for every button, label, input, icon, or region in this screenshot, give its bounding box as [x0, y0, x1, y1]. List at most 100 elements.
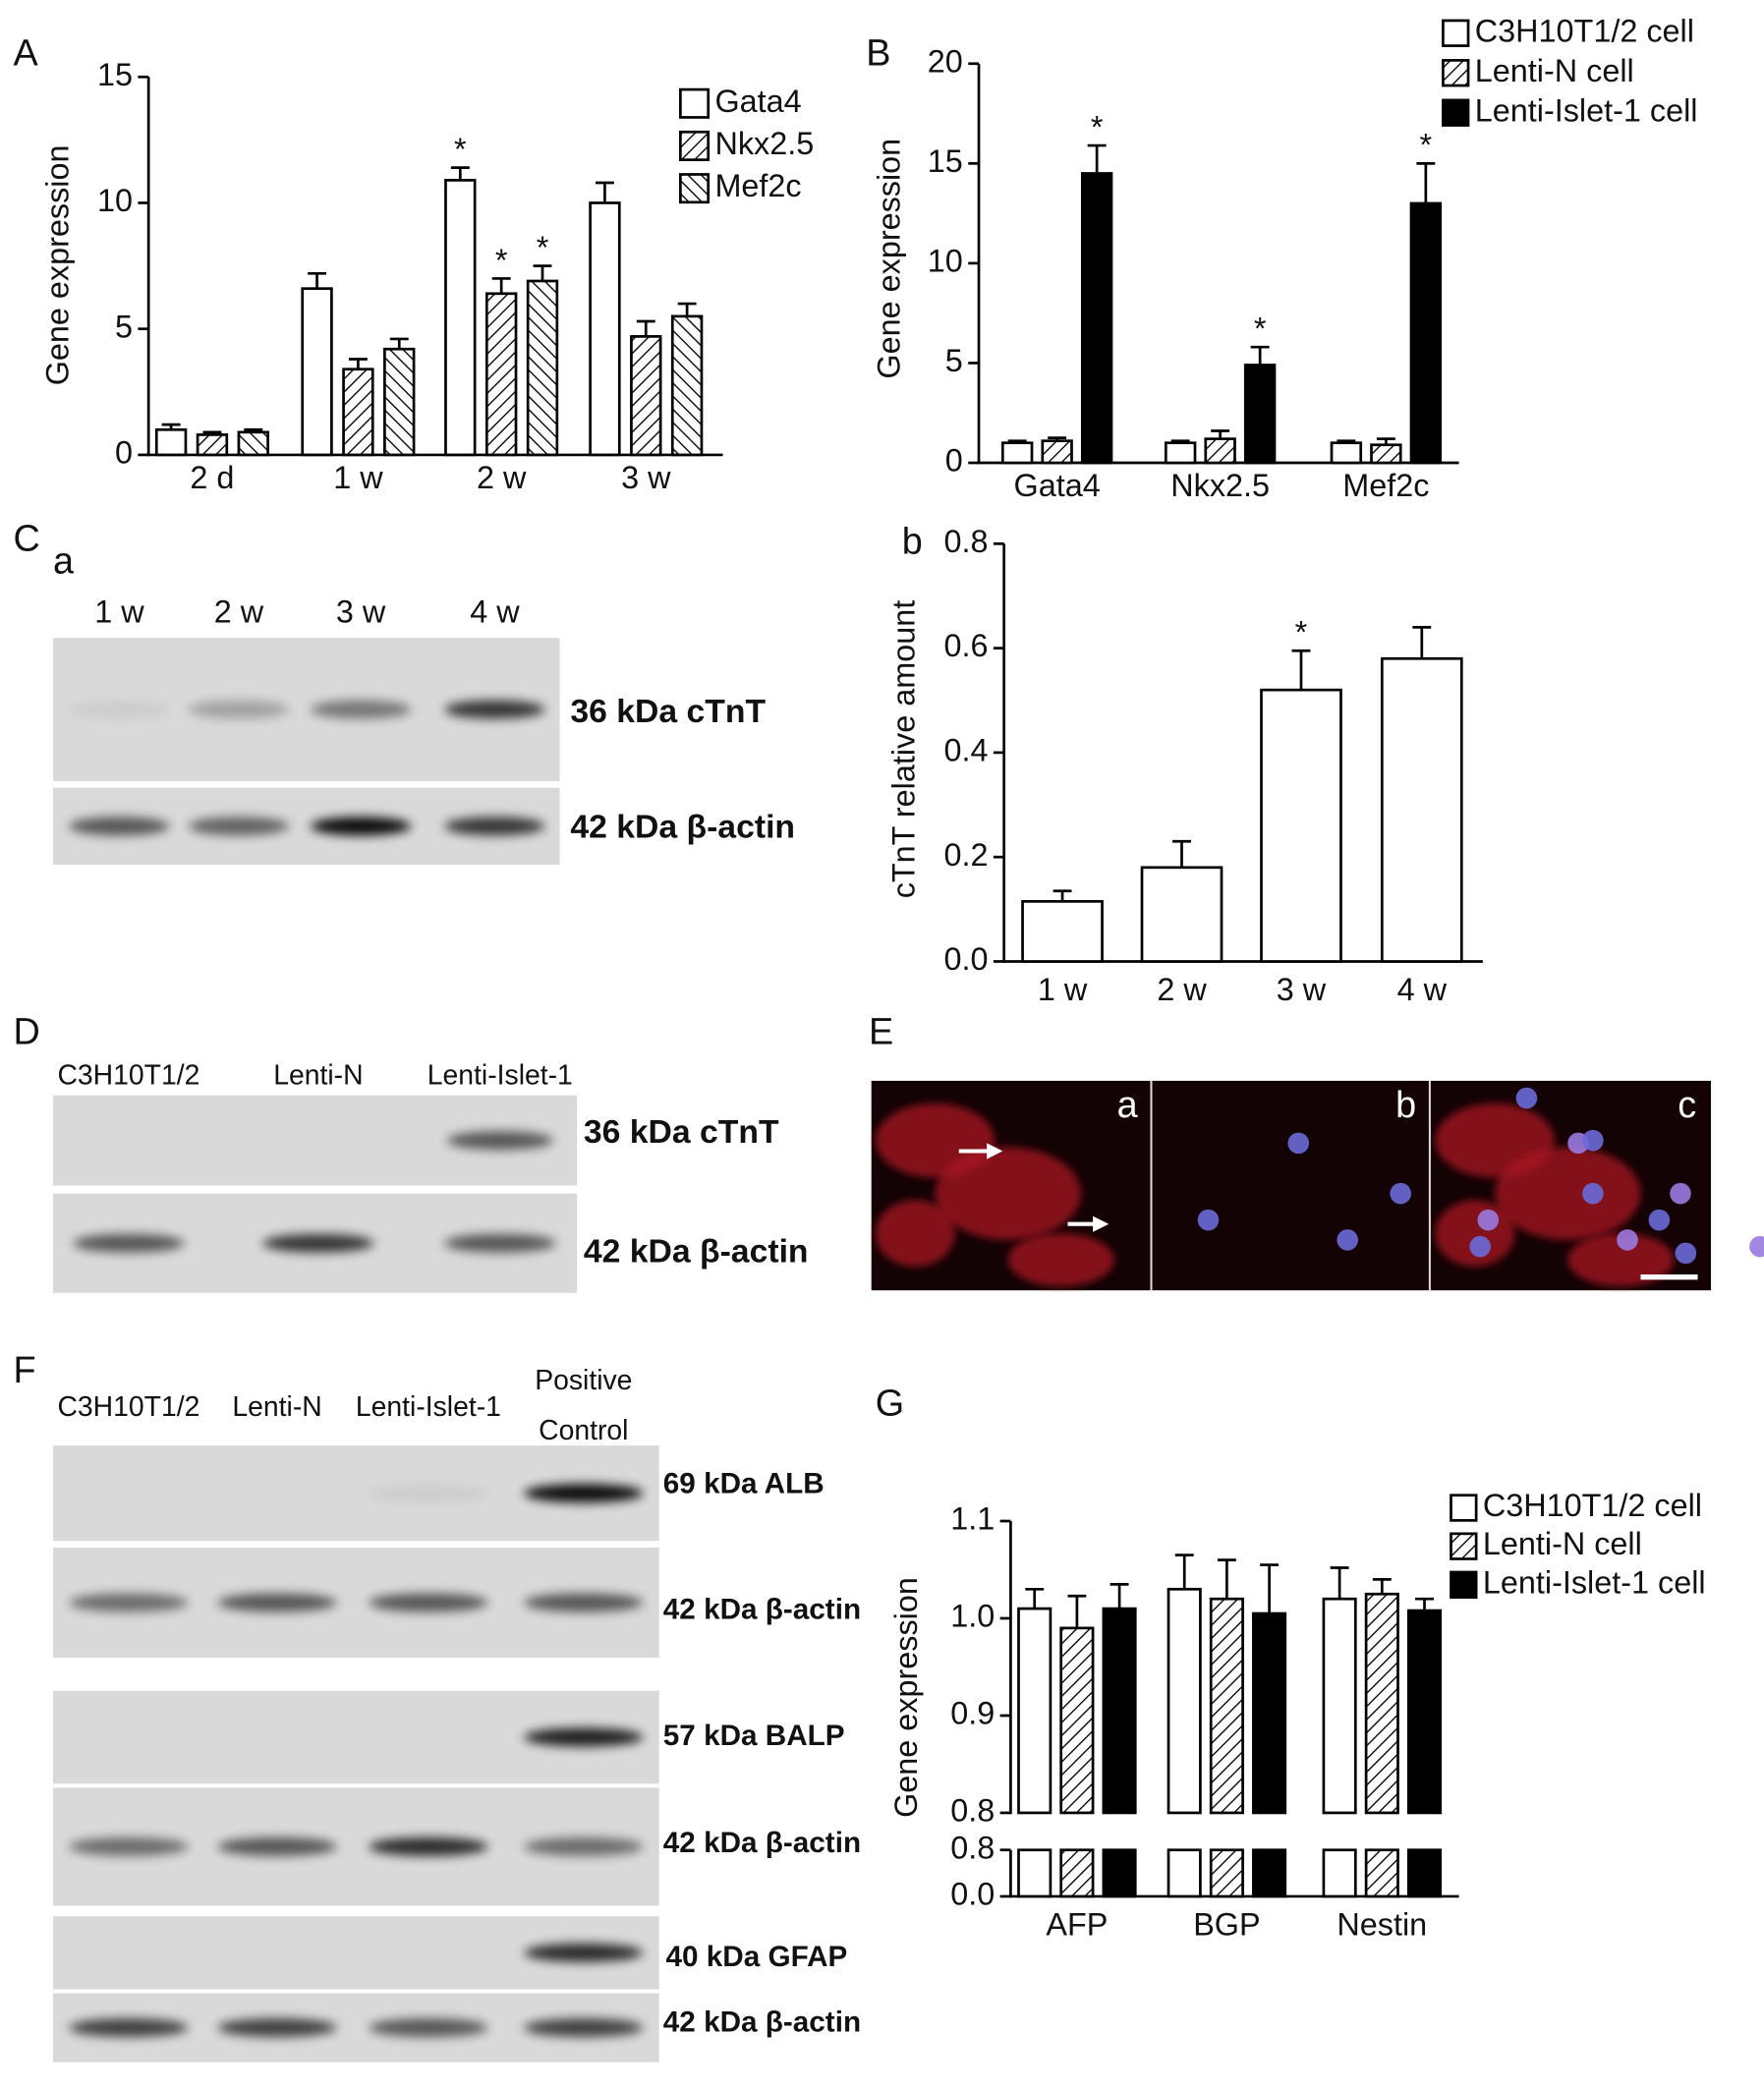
legend-label: Lenti-N cell: [1475, 53, 1634, 88]
y-tick-label: 0.2: [943, 837, 988, 873]
panel-label: G: [876, 1384, 904, 1425]
bar-lower: [1364, 1848, 1399, 1898]
bar-lower: [1102, 1848, 1137, 1898]
x-tick-label: 4 w: [1397, 972, 1448, 1007]
bar: [383, 347, 416, 457]
y-tick-label: 1.0: [950, 1599, 995, 1634]
cell: [1567, 1233, 1675, 1287]
blot-band: [69, 700, 170, 719]
bar: [1017, 1607, 1053, 1815]
legend-label: Mef2c: [714, 168, 801, 203]
blot-band: [444, 817, 545, 836]
bar: [1000, 441, 1034, 465]
panel-label: E: [869, 1012, 893, 1053]
nucleus: [1582, 1129, 1604, 1152]
blot-band: [444, 700, 545, 719]
y-tick-label: 0.8: [950, 1830, 995, 1865]
y-axis-label: Gene expression: [872, 139, 907, 379]
y-tick-label: 1.1: [950, 1501, 995, 1537]
nucleus: [1287, 1132, 1310, 1155]
lane-label: Positive: [535, 1365, 632, 1396]
nucleus: [1675, 1242, 1697, 1265]
y-tick-label: 0: [945, 443, 963, 479]
x-tick-label: 1 w: [1038, 972, 1088, 1007]
band-label: 42 kDa β-actin: [584, 1232, 809, 1270]
legend-swatch: [1450, 1532, 1478, 1560]
arrow-head: [987, 1143, 1003, 1159]
bar-lower: [1252, 1848, 1287, 1898]
y-tick-label: 0.8: [943, 524, 988, 559]
bar: [1021, 900, 1104, 963]
bar-lower: [1017, 1848, 1053, 1898]
x-tick-label: 2 w: [477, 460, 527, 495]
nucleus: [1582, 1182, 1604, 1205]
y-tick-label: 0.4: [943, 732, 988, 767]
legend-label: Lenti-Islet-1 cell: [1475, 92, 1698, 128]
band-label: 42 kDa β-actin: [570, 808, 795, 845]
y-tick-label: 0: [115, 434, 133, 470]
band-label: 36 kDa cTnT: [570, 693, 766, 730]
panel-label: b: [902, 521, 923, 562]
bar: [1209, 1597, 1244, 1815]
bar: [1409, 201, 1443, 465]
blot-band: [524, 1484, 644, 1503]
bar: [196, 433, 229, 457]
bar: [237, 430, 269, 457]
legend-label: C3H10T1/2 cell: [1483, 1488, 1702, 1523]
x-tick-label: BGP: [1193, 1907, 1260, 1943]
blot-band: [188, 817, 290, 836]
bar: [154, 427, 188, 457]
sub-label: a: [53, 541, 74, 583]
lane-label: 4 w: [470, 593, 520, 629]
significance: *: [1420, 128, 1433, 163]
bar: [526, 279, 559, 457]
x-tick-label: 3 w: [621, 460, 671, 495]
bar: [1380, 656, 1463, 963]
blot-band: [524, 1593, 644, 1612]
bar: [1322, 1597, 1357, 1815]
bar: [1102, 1607, 1137, 1815]
y-tick-label: 5: [115, 309, 133, 344]
nucleus: [1515, 1087, 1538, 1109]
nucleus: [1469, 1235, 1491, 1258]
y-tick-label: 20: [928, 43, 963, 79]
legend-swatch: [1450, 1570, 1478, 1599]
legend-label: C3H10T1/2 cell: [1475, 13, 1694, 48]
y-axis-label: Gene expression: [39, 145, 75, 386]
y-tick-label: 15: [97, 57, 133, 92]
y-tick-label: 0.6: [943, 628, 988, 663]
blot-band: [73, 1233, 185, 1253]
bar-lower: [1167, 1848, 1202, 1898]
blot-band: [369, 2018, 488, 2038]
bar: [1364, 1592, 1399, 1815]
bar: [1406, 1609, 1443, 1815]
blot-band: [524, 1836, 644, 1856]
lane-label: Lenti-Islet-1: [356, 1391, 501, 1423]
band-label: 42 kDa β-actin: [663, 1594, 861, 1626]
blot-band: [217, 2018, 337, 2038]
y-tick-label: 10: [928, 243, 963, 278]
panel-label: C: [13, 519, 39, 560]
significance: *: [454, 132, 467, 167]
x-tick-label: AFP: [1046, 1907, 1108, 1943]
blot-band: [69, 817, 170, 836]
y-tick-label: 15: [928, 143, 963, 179]
legend-swatch: [1442, 19, 1470, 47]
bar: [484, 292, 518, 457]
sub-label: c: [1678, 1085, 1696, 1126]
lane-label: C3H10T1/2: [57, 1059, 199, 1091]
significance: *: [1295, 615, 1308, 650]
y-tick-label: 0.8: [950, 1792, 995, 1828]
bar: [1243, 364, 1277, 465]
lane-label: 1 w: [94, 593, 144, 629]
y-axis-label: Gene expression: [888, 1577, 924, 1818]
blot-band: [310, 817, 412, 836]
bar: [1080, 172, 1113, 465]
significance: *: [495, 243, 508, 278]
sub-label: b: [1395, 1085, 1416, 1126]
cell: [1495, 1147, 1641, 1240]
panel-label: B: [866, 33, 890, 75]
bar: [1059, 1626, 1095, 1815]
bar: [589, 201, 621, 457]
